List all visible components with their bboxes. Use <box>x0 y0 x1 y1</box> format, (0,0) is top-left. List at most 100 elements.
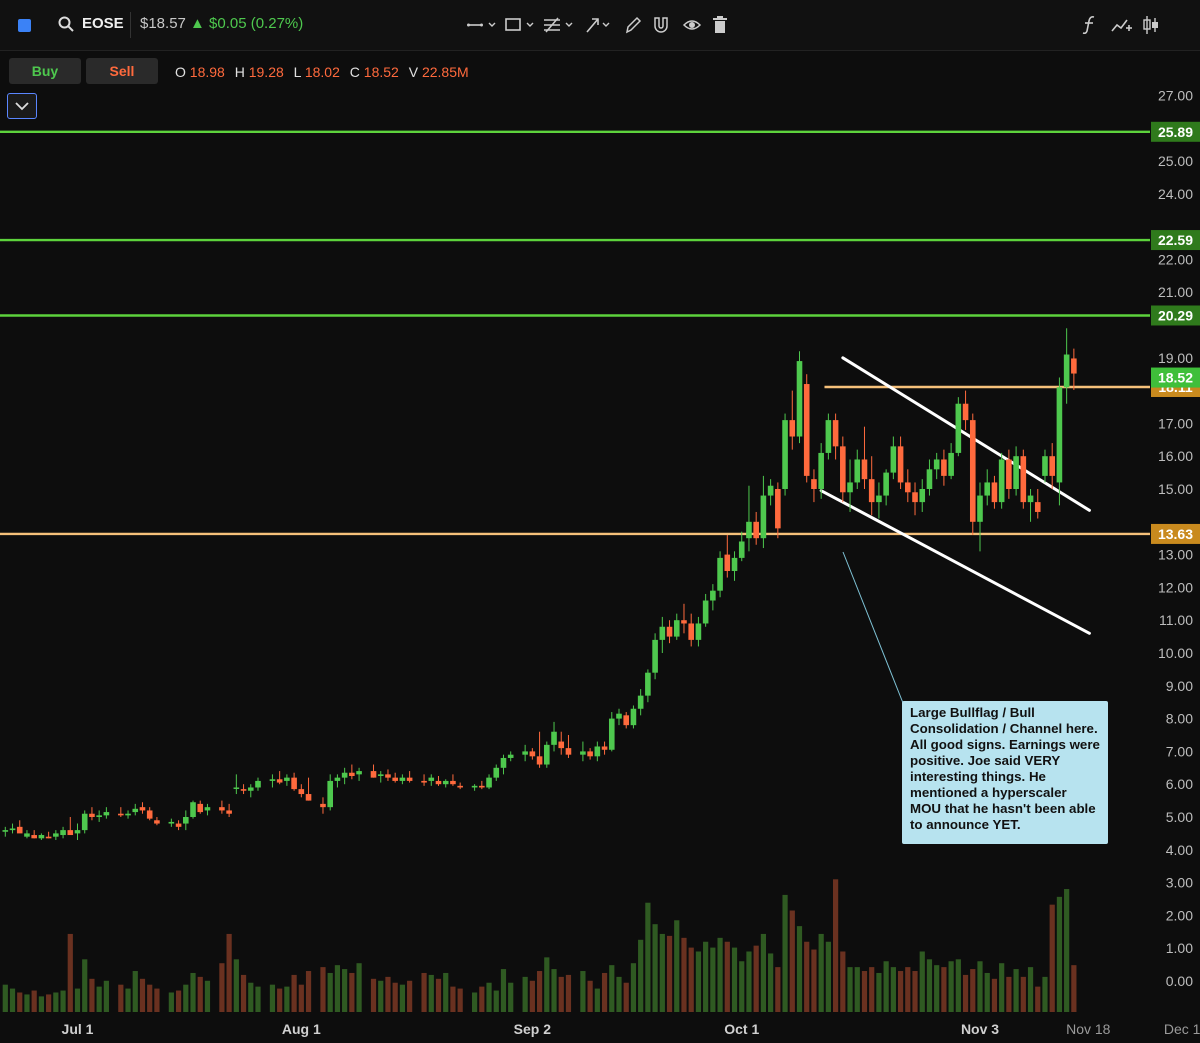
volume-bar <box>298 984 304 1012</box>
volume-bar <box>652 924 658 1012</box>
indicator-icon[interactable] <box>1110 14 1132 41</box>
magnet-icon[interactable] <box>652 14 670 36</box>
volume-bar <box>854 967 860 1012</box>
annotation-note[interactable]: Large Bullflag / Bull Consolidation / Ch… <box>902 701 1108 844</box>
candle-body <box>529 751 536 757</box>
y-tick-label: 19.00 <box>1158 350 1193 366</box>
candle-body <box>31 835 37 839</box>
candle-body <box>320 803 326 808</box>
candle-type-icon[interactable] <box>1142 14 1160 41</box>
candle-body <box>623 715 630 726</box>
candle-body <box>702 600 709 624</box>
candle-body <box>1006 459 1012 489</box>
volume-bar <box>183 984 189 1012</box>
candle-body <box>103 812 110 816</box>
volume-bar <box>74 988 81 1012</box>
candle-body <box>392 777 398 781</box>
price-level-tag <box>1151 305 1200 326</box>
volume-bar <box>443 972 449 1012</box>
candle-body <box>74 830 81 834</box>
candle-body <box>1063 354 1070 388</box>
volume-value: 22.85M <box>421 64 469 80</box>
volume-bar <box>1042 976 1048 1012</box>
candle-body <box>933 459 940 470</box>
chevron-down-icon <box>15 102 29 111</box>
candle-body <box>1034 502 1041 512</box>
candle-body <box>9 828 16 831</box>
sell-button[interactable]: Sell <box>86 58 158 84</box>
eye-icon[interactable] <box>682 14 702 36</box>
rectangle-tool-icon[interactable] <box>504 14 536 36</box>
volume-bar <box>53 992 59 1012</box>
candle-body <box>370 771 377 778</box>
low-label: L <box>293 64 301 80</box>
volume-bar <box>334 965 341 1012</box>
y-tick-label: 21.00 <box>1158 284 1193 300</box>
volume-bar <box>38 996 44 1012</box>
volume-bar <box>493 990 499 1012</box>
volume-bar <box>500 969 507 1012</box>
candle-body <box>840 446 846 493</box>
ticker-symbol[interactable]: EOSE <box>82 15 124 32</box>
trash-icon[interactable] <box>712 14 728 36</box>
buy-button[interactable]: Buy <box>9 58 81 84</box>
collapse-button[interactable] <box>7 93 37 119</box>
volume-bar <box>1020 976 1026 1012</box>
pencil-icon[interactable] <box>624 14 642 36</box>
candle-body <box>710 590 716 601</box>
volume-bar <box>378 980 384 1012</box>
candle-body <box>977 495 983 522</box>
candle-body <box>399 777 406 781</box>
candle-body <box>442 780 449 785</box>
candle-body <box>168 821 175 824</box>
volume-bar <box>970 969 976 1012</box>
volume-bar <box>457 988 463 1012</box>
y-tick-label: 25.00 <box>1158 153 1193 169</box>
volume-bar <box>327 972 333 1012</box>
candle-body <box>673 620 680 637</box>
function-icon[interactable] <box>1082 14 1098 41</box>
volume-label: V <box>408 64 419 80</box>
volume-bar <box>1027 967 1034 1012</box>
candle-body <box>616 713 622 719</box>
volume-bar <box>139 978 146 1012</box>
candle-body <box>125 813 131 816</box>
volume-bar <box>977 961 983 1012</box>
price-level-tag-label: 22.59 <box>1158 232 1193 248</box>
candle-body <box>594 746 601 757</box>
candle-body <box>767 485 774 496</box>
square-logo-icon[interactable] <box>18 19 31 32</box>
candle-body <box>897 446 904 483</box>
volume-bar <box>320 967 326 1012</box>
high-value: 19.28 <box>248 64 284 80</box>
volume-bar <box>407 980 413 1012</box>
candle-body <box>580 751 586 755</box>
volume-bar <box>962 974 969 1012</box>
search-icon[interactable] <box>58 16 74 32</box>
volume-bar <box>991 978 998 1012</box>
y-tick-label: 3.00 <box>1166 875 1193 891</box>
candle-body <box>190 802 196 817</box>
candle-body <box>471 785 478 788</box>
volume-bar <box>731 947 738 1012</box>
candle-body <box>544 744 550 765</box>
fib-tool-icon[interactable] <box>542 14 574 36</box>
volume-bar <box>305 971 312 1012</box>
volume-bar <box>392 982 398 1012</box>
price-chart[interactable]: 27.00 25.00 24.00 22.00 21.00 19.00 17.00 16.00… <box>0 50 1200 1043</box>
volume-bar <box>472 992 478 1012</box>
candle-body <box>284 777 290 781</box>
low-value: 18.02 <box>304 64 340 80</box>
candle-body <box>96 815 102 817</box>
arrow-tool-icon[interactable] <box>584 14 616 36</box>
candle-body <box>16 826 23 834</box>
candle-body <box>1020 456 1027 503</box>
candle-body <box>89 813 95 817</box>
y-tick-label: 10.00 <box>1158 645 1193 661</box>
candle-body <box>587 751 593 757</box>
candle-body <box>746 521 752 539</box>
volume-bar <box>681 937 687 1012</box>
volume-bar <box>666 935 673 1012</box>
horizontal-line-tool-icon[interactable] <box>466 14 496 36</box>
candle-body <box>536 756 543 765</box>
